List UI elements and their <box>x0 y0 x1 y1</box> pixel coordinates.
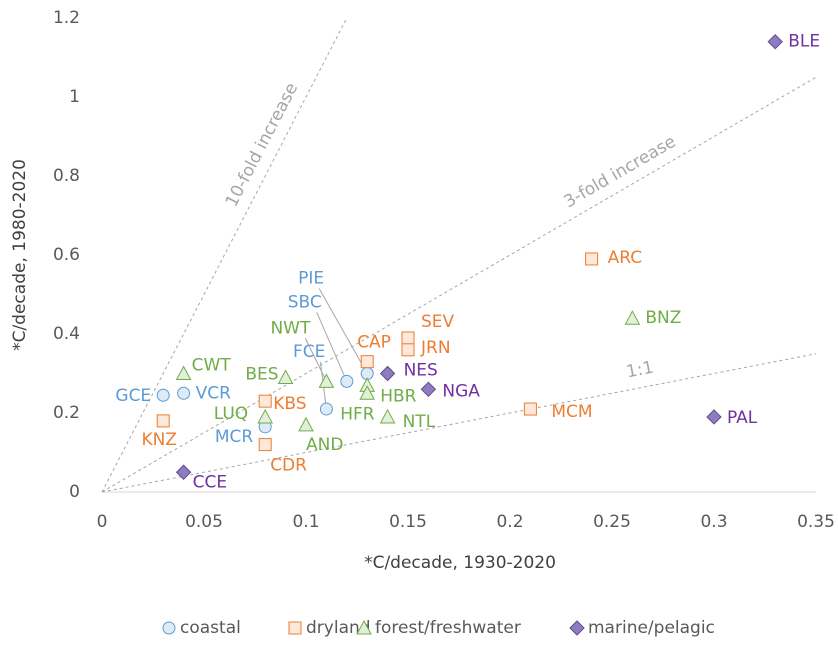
point-label: KBS <box>273 394 306 414</box>
point <box>585 252 599 266</box>
point <box>298 416 314 432</box>
point <box>175 464 192 480</box>
point <box>420 381 437 398</box>
reference-label: 10-fold increase <box>222 80 303 211</box>
point <box>277 369 294 384</box>
point-label: CCE <box>193 472 227 492</box>
legend-marker <box>356 619 372 635</box>
y-axis-title: *C/decade, 1980-2020 <box>10 159 30 351</box>
point-label: PIE <box>298 269 324 289</box>
reference-label: 1:1 <box>625 358 656 383</box>
y-tick-label: 0.6 <box>53 245 80 265</box>
point <box>401 331 415 345</box>
point-label: NWT <box>270 318 311 338</box>
point <box>318 373 335 388</box>
point <box>175 365 192 380</box>
point <box>379 408 396 424</box>
point <box>156 414 170 428</box>
point-label: PAL <box>727 408 758 428</box>
y-tick-label: 0.2 <box>53 403 80 423</box>
legend-label: forest/freshwater <box>375 618 521 638</box>
x-tick-label: 0.15 <box>389 512 427 532</box>
point-label: AND <box>306 435 343 455</box>
point-label: NGA <box>442 381 480 401</box>
x-tick-label: 0.1 <box>292 512 319 532</box>
point-label: MCM <box>551 402 592 422</box>
point-label: VCR <box>196 383 231 403</box>
leader-line <box>316 312 348 382</box>
y-tick-label: 0 <box>69 482 80 502</box>
legend-marker <box>569 620 585 636</box>
leader-line <box>318 288 368 374</box>
point-label: GCE <box>115 386 151 406</box>
legend-label: coastal <box>180 618 241 638</box>
x-tick-label: 0.3 <box>700 512 727 532</box>
point <box>319 402 333 416</box>
legend-marker <box>288 621 302 635</box>
point-label: FCE <box>293 342 325 362</box>
point-label: LUQ <box>214 404 248 424</box>
point-label: ARC <box>608 248 642 268</box>
reference-line <box>101 76 817 493</box>
y-tick-label: 1.2 <box>53 8 80 28</box>
point-label: BES <box>245 364 278 384</box>
point-label: KNZ <box>141 430 177 450</box>
point <box>258 394 272 408</box>
point-label: NTL <box>403 412 436 432</box>
point <box>401 343 415 357</box>
point <box>523 402 537 416</box>
point <box>379 365 396 382</box>
y-tick-label: 0.4 <box>53 324 80 344</box>
reference-label: 3-fold increase <box>561 132 680 213</box>
point-label: SEV <box>421 312 455 332</box>
point <box>258 438 272 452</box>
point-label: HFR <box>340 404 375 424</box>
point <box>340 374 354 388</box>
x-tick-label: 0.35 <box>797 512 835 532</box>
legend-label: marine/pelagic <box>588 618 715 638</box>
x-tick-label: 0.2 <box>496 512 523 532</box>
x-tick-label: 0.25 <box>593 512 631 532</box>
x-axis-title: *C/decade, 1930-2020 <box>364 553 556 573</box>
point <box>257 408 274 424</box>
reference-line <box>101 17 348 493</box>
point-label: NES <box>404 361 438 381</box>
point-label: JRN <box>420 338 451 358</box>
y-tick-label: 1 <box>69 87 80 107</box>
point-label: MCR <box>215 427 254 447</box>
point-label: BLE <box>788 32 820 52</box>
x-tick-label: 0.05 <box>185 512 223 532</box>
x-tick-label: 0 <box>97 512 108 532</box>
point <box>177 386 191 400</box>
point <box>360 355 374 369</box>
point-label: CWT <box>192 356 232 376</box>
y-tick-label: 0.8 <box>53 166 80 186</box>
point <box>359 385 376 400</box>
reference-line <box>101 353 817 493</box>
point-label: BNZ <box>645 308 681 328</box>
leader-line <box>304 338 327 382</box>
point <box>624 310 641 325</box>
point <box>767 33 783 50</box>
legend-label: dryland <box>306 618 371 638</box>
point-label: CAP <box>357 333 391 353</box>
legend-marker <box>162 621 176 635</box>
point-label: HBR <box>380 386 416 406</box>
point <box>156 388 170 402</box>
point-label: CDR <box>270 456 307 476</box>
point-label: SBC <box>288 292 322 312</box>
point <box>706 409 722 425</box>
